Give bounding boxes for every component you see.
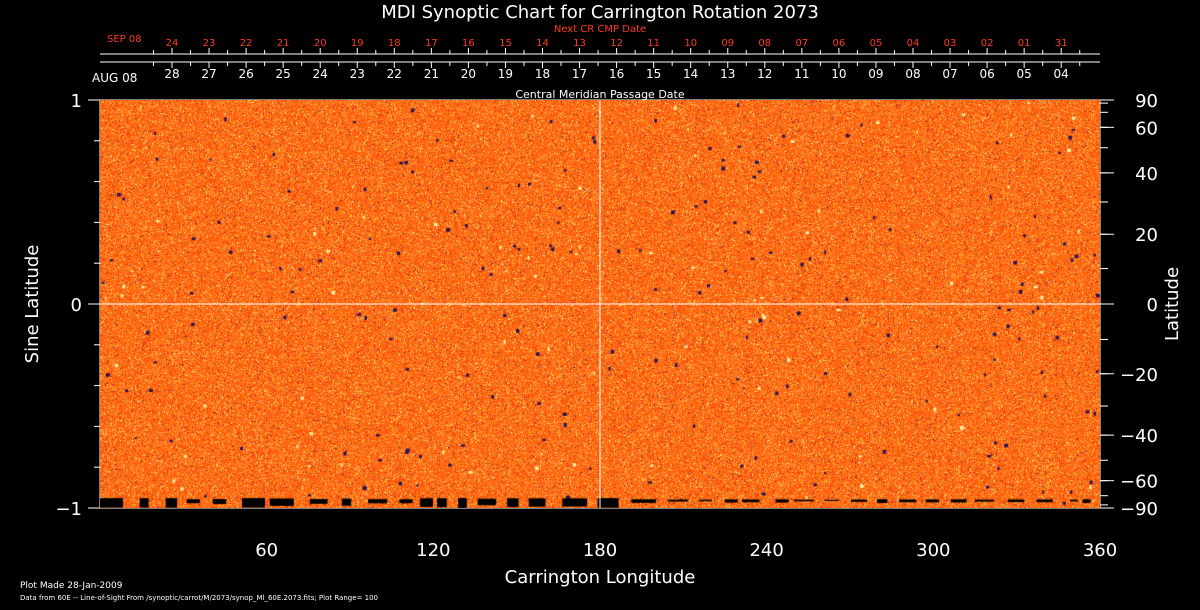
x-tick-label: 360 [1083,540,1117,561]
next-cmp-start-label: SEP 08 [107,34,142,45]
cmp-ticks: 28 27 26 25 24 23 22 21 20 19 18 17 16 15 14 13 12 11 10 09… [152,62,1081,81]
date-tick-label: 11 [647,38,660,49]
date-tick-label: 05 [1017,67,1032,81]
y-right-tick-label: 60 [1135,118,1158,139]
y-right-tick-label: 0 [1147,295,1158,316]
y-left-ticks: 1 0 −1 [55,91,100,520]
date-tick-label: 13 [573,38,586,49]
y-right-tick-label: −60 [1120,472,1158,493]
chart-title: MDI Synoptic Chart for Carrington Rotati… [381,2,819,23]
x-tick-label: 60 [255,540,278,561]
x-axis-label: Carrington Longitude [505,567,696,588]
date-tick-label: 08 [905,67,920,81]
date-tick-label: 19 [498,67,513,81]
y-right-ticks: 90 60 40 20 0 −20 −40 −60 −90 [1100,91,1158,520]
date-tick-label: 24 [166,38,179,49]
date-tick-label: 18 [535,67,550,81]
date-tick-label: 13 [720,67,735,81]
date-tick-label: 01 [1018,38,1031,49]
y-left-tick-label: 0 [71,295,82,316]
y-right-tick-label: −20 [1120,365,1158,386]
date-tick-label: 05 [870,38,883,49]
date-tick-label: 08 [758,38,771,49]
date-tick-label: 19 [351,38,364,49]
date-tick-label: 17 [572,67,587,81]
date-tick-label: 16 [609,67,624,81]
y-left-tick-label: −1 [55,499,82,520]
date-tick-label: 10 [684,38,697,49]
y-left-tick-label: 1 [71,91,82,112]
y-right-tick-label: 90 [1135,91,1158,112]
date-tick-label: 04 [907,38,920,49]
y-axis-right-label: Latitude [1162,267,1183,341]
date-tick-label: 15 [499,38,512,49]
date-tick-label: 28 [164,67,179,81]
cmp-axis-title: Central Meridian Passage Date [515,88,684,101]
date-tick-label: 17 [425,38,438,49]
date-tick-label: 12 [757,67,772,81]
date-tick-label: 20 [461,67,476,81]
date-tick-label: 07 [795,38,808,49]
date-tick-label: 04 [1054,67,1069,81]
date-tick-label: 12 [610,38,623,49]
y-right-tick-label: 20 [1135,225,1158,246]
date-tick-label: 11 [794,67,809,81]
date-tick-label: 21 [277,38,290,49]
date-tick-label: 31 [1055,38,1068,49]
x-tick-label: 240 [749,540,783,561]
date-tick-label: 14 [536,38,549,49]
date-tick-label: 23 [350,67,365,81]
date-tick-label: 03 [944,38,957,49]
date-tick-label: 02 [981,38,994,49]
x-tick-label: 120 [416,540,450,561]
magnetogram-map [100,100,1100,508]
date-tick-label: 15 [646,67,661,81]
x-tick-label: 300 [916,540,950,561]
cmp-start-label: AUG 08 [92,71,137,85]
date-tick-label: 20 [314,38,327,49]
date-tick-label: 22 [387,67,402,81]
date-tick-label: 07 [942,67,957,81]
date-tick-label: 22 [240,38,253,49]
date-tick-label: 06 [979,67,994,81]
date-tick-label: 18 [388,38,401,49]
date-tick-label: 26 [238,67,253,81]
date-tick-label: 09 [721,38,734,49]
y-right-tick-label: −40 [1120,426,1158,447]
y-right-tick-label: −90 [1120,499,1158,520]
y-right-tick-label: 40 [1135,164,1158,185]
date-tick-label: 24 [313,67,328,81]
data-source-text: Data from 60E -- Line-of-Sight From /syn… [20,594,378,602]
date-tick-label: 27 [201,67,216,81]
date-tick-label: 21 [424,67,439,81]
date-tick-label: 25 [276,67,291,81]
y-axis-left-label: Sine Latitude [22,245,43,364]
date-tick-label: 06 [833,38,846,49]
next-cmp-axis-title: Next CR CMP Date [554,24,646,35]
date-tick-label: 16 [462,38,475,49]
date-tick-label: 14 [683,67,698,81]
x-tick-label: 180 [583,540,617,561]
plot-made-text: Plot Made 28-Jan-2009 [20,581,123,591]
next-cmp-ticks: 24 23 22 21 20 19 18 17 16 15 14 13 12 11 10 09 08 07 06 05… [152,38,1081,54]
date-tick-label: 10 [831,67,846,81]
date-tick-label: 23 [203,38,216,49]
date-tick-label: 09 [868,67,883,81]
